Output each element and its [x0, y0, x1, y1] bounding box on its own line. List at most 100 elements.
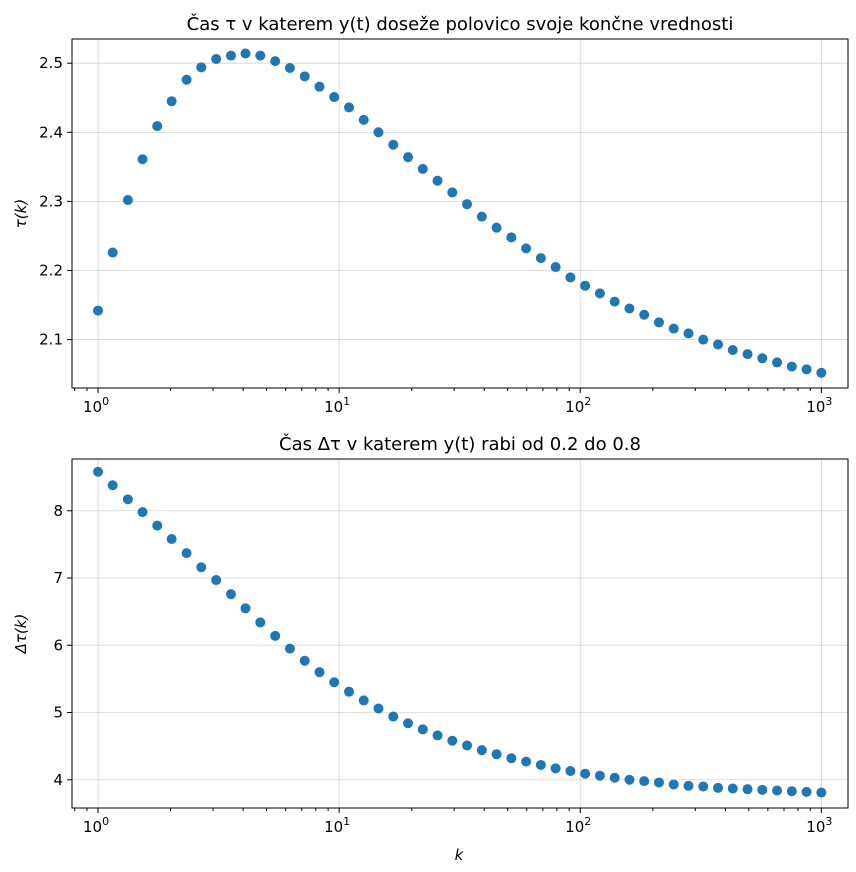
y-tick-label: 2.5: [39, 54, 63, 72]
x-tick-base: 10: [806, 398, 825, 416]
data-point: [240, 48, 251, 59]
data-point: [462, 740, 473, 751]
data-point: [329, 677, 340, 688]
data-point: [521, 756, 532, 767]
data-point: [609, 296, 620, 307]
chart-title: Čas τ v katerem y(t) doseže polovico svo…: [187, 13, 734, 35]
x-tick-label: 102: [565, 395, 591, 416]
data-point: [299, 655, 310, 666]
data-point: [521, 243, 532, 254]
data-point: [609, 772, 620, 783]
x-tick-label: 102: [565, 815, 591, 836]
data-point: [535, 253, 546, 264]
data-point: [181, 74, 192, 85]
data-point: [432, 175, 443, 186]
y-tick-label: 4: [53, 771, 63, 789]
x-axis-label: k: [455, 846, 465, 864]
data-point: [122, 494, 133, 505]
data-point: [284, 63, 295, 74]
x-tick-base: 10: [565, 818, 584, 836]
y-tick-label: 6: [53, 636, 63, 654]
y-tick-label: 2.2: [39, 262, 63, 280]
data-point: [639, 309, 650, 320]
axes-frame: [71, 38, 849, 389]
x-tick-label: 100: [83, 395, 109, 416]
data-point: [653, 777, 664, 788]
data-point: [462, 199, 473, 210]
data-point: [166, 96, 177, 107]
data-point: [196, 562, 207, 573]
x-tick-base: 10: [83, 818, 102, 836]
data-point: [565, 766, 576, 777]
x-tick-base: 10: [83, 398, 102, 416]
data-point: [358, 114, 369, 125]
data-point: [240, 603, 251, 614]
y-axis-label: Δτ(k): [12, 614, 30, 655]
x-tick-exponent: 0: [102, 815, 109, 828]
x-tick-exponent: 0: [102, 395, 109, 408]
y-axis-label: τ(k): [12, 199, 30, 228]
data-point: [225, 50, 236, 61]
data-point: [225, 589, 236, 600]
x-tick-base: 10: [806, 818, 825, 836]
x-tick-exponent: 2: [584, 815, 591, 828]
data-point: [211, 575, 222, 586]
x-tick-exponent: 3: [825, 395, 832, 408]
x-tick-label: 103: [806, 395, 832, 416]
data-point: [152, 520, 163, 531]
data-point: [403, 718, 414, 729]
y-tick-label: 8: [53, 502, 63, 520]
y-tick-label: 5: [53, 704, 63, 722]
data-point: [388, 711, 399, 722]
data-point: [713, 339, 724, 350]
data-point: [757, 353, 768, 364]
x-tick-exponent: 3: [825, 815, 832, 828]
data-point: [211, 54, 222, 65]
data-point: [698, 781, 709, 792]
data-point: [580, 768, 591, 779]
data-point: [476, 211, 487, 222]
data-point: [653, 317, 664, 328]
data-point: [107, 480, 118, 491]
data-point: [491, 222, 502, 233]
data-point: [594, 770, 605, 781]
data-point: [476, 745, 487, 756]
data-point: [668, 779, 679, 790]
data-point: [742, 784, 753, 795]
data-point: [107, 247, 118, 258]
data-point: [403, 152, 414, 163]
data-point: [344, 102, 355, 113]
data-point: [181, 548, 192, 559]
data-point: [255, 617, 266, 628]
data-point: [772, 357, 783, 368]
data-point: [284, 643, 295, 654]
data-point: [772, 785, 783, 796]
data-point: [594, 288, 605, 299]
x-tick-exponent: 1: [343, 815, 350, 828]
data-point: [344, 686, 355, 697]
x-tick-label: 101: [324, 815, 350, 836]
data-point: [314, 81, 325, 92]
data-point: [683, 780, 694, 791]
data-point: [373, 127, 384, 138]
data-point: [388, 139, 399, 150]
data-point: [196, 62, 207, 73]
data-point: [801, 786, 812, 797]
data-point: [417, 724, 428, 735]
data-point: [329, 92, 340, 103]
x-tick-base: 10: [324, 818, 343, 836]
data-point: [816, 787, 827, 798]
data-point: [727, 344, 738, 355]
x-tick-base: 10: [324, 398, 343, 416]
x-tick-label: 100: [83, 815, 109, 836]
x-tick-label: 103: [806, 815, 832, 836]
y-tick-label: 2.4: [39, 123, 63, 141]
data-point: [816, 367, 827, 378]
data-point: [93, 305, 104, 316]
data-point: [624, 774, 635, 785]
data-point: [713, 782, 724, 793]
data-point: [801, 364, 812, 375]
data-point: [639, 776, 650, 787]
chart-title: Čas Δτ v katerem y(t) rabi od 0.2 do 0.8: [279, 433, 641, 455]
